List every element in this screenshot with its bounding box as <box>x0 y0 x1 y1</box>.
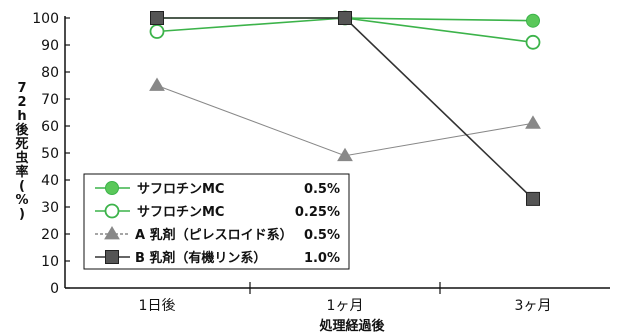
data-point <box>104 203 120 219</box>
y-axis-title-char: h <box>17 109 26 124</box>
series-layer <box>149 10 541 206</box>
data-point <box>105 250 119 264</box>
series <box>150 11 540 206</box>
legend-concentration: 0.5% <box>304 182 340 197</box>
y-tick-label: 30 <box>41 200 59 216</box>
legend: サフロチンMC 0.5% サフロチンMC 0.25%A 乳剤（ピレスロイド系） 0.5%… <box>83 173 350 270</box>
x-tick-label: 1日後 <box>139 298 176 314</box>
y-axis-title-char: ) <box>19 207 25 222</box>
data-point <box>525 34 541 50</box>
y-axis-title-char: % <box>15 193 28 208</box>
data-point <box>149 24 165 39</box>
y-tick-label: 20 <box>41 227 59 243</box>
y-tick-label: 0 <box>50 281 59 297</box>
x-tick-label: 1ヶ月 <box>327 298 364 314</box>
x-tick-label: 3ヶ月 <box>515 298 552 314</box>
legend-concentration: 1.0% <box>304 251 340 266</box>
y-axis-title-char: 2 <box>17 95 26 110</box>
data-point <box>149 77 165 91</box>
series-line <box>157 17 534 200</box>
legend-concentration: 0.5% <box>304 228 340 243</box>
y-tick-label: 70 <box>41 92 59 108</box>
data-point <box>526 191 540 206</box>
y-tick-label: 100 <box>32 11 59 27</box>
legend-entry: サフロチンMC 0.5% <box>95 181 340 197</box>
y-axis-title-char: ( <box>19 179 25 194</box>
legend-entry: サフロチンMC 0.25% <box>95 203 340 220</box>
data-point <box>337 147 353 162</box>
y-tick-label: 80 <box>41 65 59 81</box>
data-point <box>104 226 120 240</box>
series <box>149 77 541 162</box>
x-axis-title: 処理経過後 <box>318 318 385 334</box>
data-point <box>525 115 541 129</box>
legend-label: サフロチンMC <box>137 205 224 220</box>
data-point <box>105 181 119 195</box>
legend-concentration: 0.25% <box>295 205 340 220</box>
y-axis-title-char: 虫 <box>15 150 28 166</box>
data-point <box>526 13 540 28</box>
axes: 0 10 20 30 40 50 60 70 80 90 100 1日後 1ヶ月 3ヶ月 72h後死虫率(%… <box>15 11 610 314</box>
y-axis-title-char: 後 <box>15 122 29 138</box>
data-point <box>338 11 352 25</box>
y-axis-title-char: 7 <box>17 81 26 96</box>
legend-label: A 乳剤（ピレスロイド系） <box>135 227 293 243</box>
legend-entry: A 乳剤（ピレスロイド系） 0.5% <box>95 226 340 243</box>
y-tick-label: 60 <box>41 119 59 135</box>
y-tick-label: 10 <box>41 254 59 270</box>
legend-label: B 乳剤（有機リン系） <box>135 250 266 266</box>
legend-entry: B 乳剤（有機リン系） 1.0% <box>95 250 340 266</box>
y-tick-label: 90 <box>41 38 59 54</box>
legend-label: サフロチンMC <box>137 182 224 197</box>
y-axis-title-char: 死 <box>15 137 28 152</box>
legend-box <box>83 173 350 270</box>
y-tick-label: 40 <box>41 173 59 189</box>
y-axis-title-char: 率 <box>15 164 28 180</box>
data-point <box>150 11 164 25</box>
y-tick-label: 50 <box>41 146 59 162</box>
